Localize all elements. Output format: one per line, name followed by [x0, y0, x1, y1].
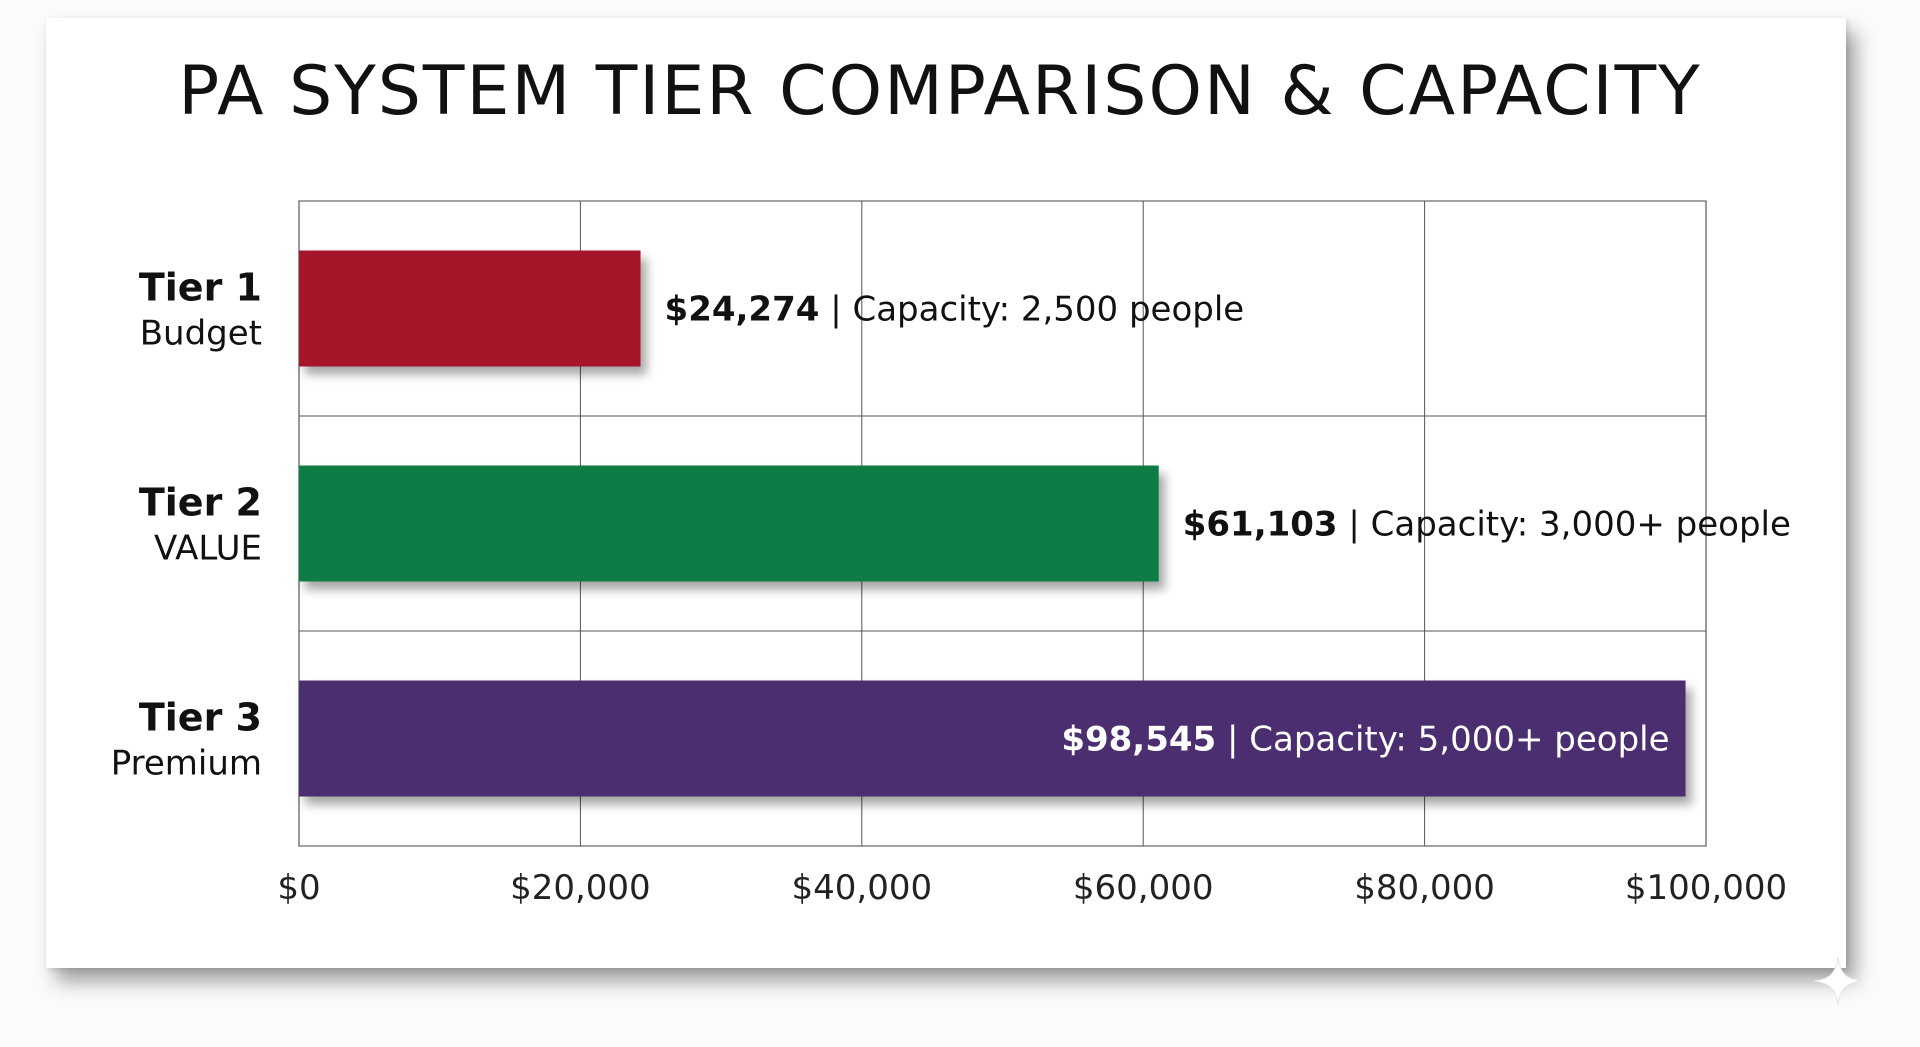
data-label-capacity: | Capacity: 3,000+ people — [1338, 505, 1791, 545]
category-tier-label: Tier 2 — [139, 481, 262, 525]
data-label-value: $98,545 — [1061, 720, 1216, 760]
data-label-value: $24,274 — [665, 290, 820, 330]
x-tick-label: $60,000 — [1073, 868, 1214, 908]
x-tick-label: $40,000 — [791, 868, 932, 908]
category-name-label: Premium — [111, 744, 262, 784]
data-label: $24,274 | Capacity: 2,500 people — [665, 290, 1245, 330]
data-label: $98,545 | Capacity: 5,000+ people — [1061, 720, 1669, 760]
sparkle-icon — [1813, 956, 1863, 1006]
chart-title: PA SYSTEM TIER COMPARISON & CAPACITY — [178, 52, 1702, 131]
data-label-capacity: | Capacity: 5,000+ people — [1216, 720, 1669, 760]
x-tick-label: $20,000 — [510, 868, 651, 908]
data-label-capacity: | Capacity: 2,500 people — [819, 290, 1244, 330]
x-tick-label: $0 — [277, 868, 320, 908]
bar-2 — [299, 465, 1159, 582]
category-tier-label: Tier 1 — [139, 266, 262, 310]
data-label: $61,103 | Capacity: 3,000+ people — [1183, 505, 1791, 545]
x-tick-label: $80,000 — [1354, 868, 1495, 908]
data-label-value: $61,103 — [1183, 505, 1338, 545]
x-tick-label: $100,000 — [1625, 868, 1787, 908]
bar-3 — [299, 680, 1686, 797]
bar-1 — [299, 250, 641, 367]
category-name-label: VALUE — [154, 529, 262, 569]
category-tier-label: Tier 3 — [139, 696, 262, 740]
category-name-label: Budget — [140, 314, 262, 354]
